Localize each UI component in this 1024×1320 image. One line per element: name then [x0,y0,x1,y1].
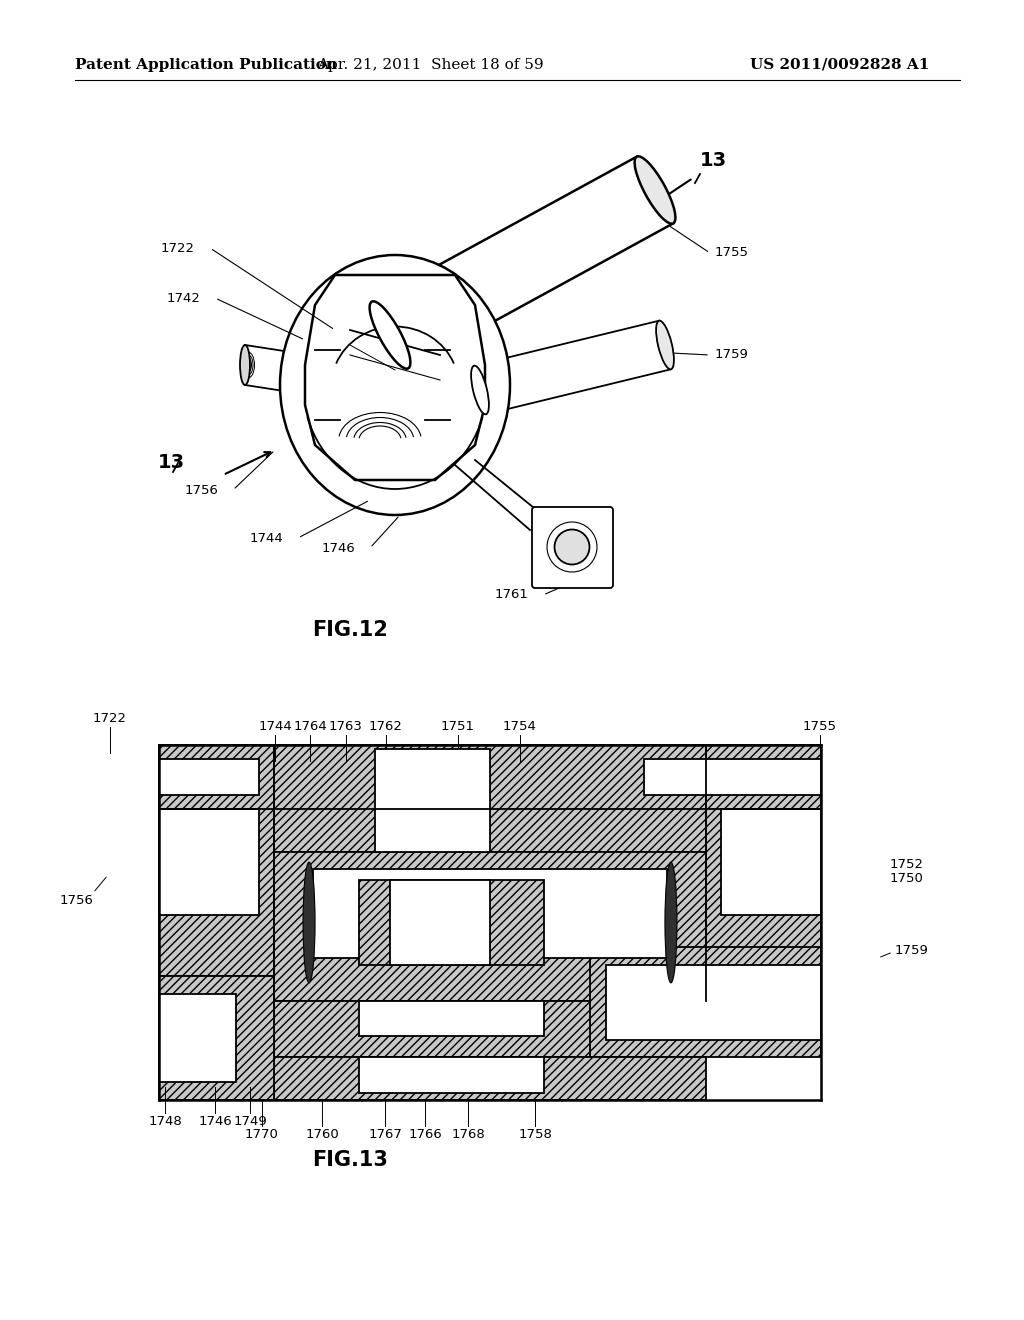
Text: 1744: 1744 [258,719,292,733]
Bar [359,880,544,965]
Text: 1768: 1768 [452,1129,485,1140]
Text: 1756: 1756 [184,483,218,496]
Text: 1759: 1759 [895,944,929,957]
Bar [159,975,274,1100]
Ellipse shape [303,862,315,983]
Bar [390,880,490,965]
Text: 1722: 1722 [161,242,195,255]
Text: 1754: 1754 [503,719,537,733]
Text: 1756: 1756 [59,894,93,907]
Ellipse shape [370,301,411,368]
Ellipse shape [635,156,676,223]
Text: FIG.13: FIG.13 [312,1150,388,1170]
Bar [159,994,236,1082]
Text: 1744: 1744 [249,532,283,544]
Bar [159,809,259,915]
Bar [159,744,821,809]
Text: FIG.12: FIG.12 [312,620,388,640]
Bar [706,744,821,975]
Bar [359,1001,544,1036]
Text: 1755: 1755 [803,719,837,733]
Text: 1759: 1759 [715,348,749,362]
Bar [159,744,274,975]
Ellipse shape [240,345,250,385]
Bar [274,1057,706,1100]
Text: 1746: 1746 [322,541,355,554]
Bar [375,748,490,851]
Text: 13: 13 [158,454,185,473]
Text: 1761: 1761 [495,589,528,602]
Bar [590,948,821,1057]
Bar [274,851,706,1001]
Text: 1746: 1746 [198,1115,231,1129]
Bar [644,759,821,795]
Text: 13: 13 [700,150,727,170]
Text: 1722: 1722 [93,711,127,725]
Text: 1755: 1755 [715,247,749,260]
Ellipse shape [280,255,510,515]
Ellipse shape [665,862,677,983]
Bar [159,759,259,795]
Text: 1770: 1770 [245,1129,279,1140]
FancyBboxPatch shape [532,507,613,587]
Text: 1758: 1758 [518,1129,552,1140]
Text: 1749: 1749 [233,1115,267,1129]
Text: Patent Application Publication: Patent Application Publication [75,58,337,73]
Text: 1762: 1762 [369,719,402,733]
Text: Apr. 21, 2011  Sheet 18 of 59: Apr. 21, 2011 Sheet 18 of 59 [316,58,544,73]
Text: 1751: 1751 [441,719,475,733]
Bar [313,870,667,958]
Bar [605,965,821,1040]
Text: 1742: 1742 [166,292,200,305]
Text: 1766: 1766 [409,1129,442,1140]
Text: US 2011/0092828 A1: US 2011/0092828 A1 [750,58,930,73]
Text: 1760: 1760 [305,1129,339,1140]
Ellipse shape [471,366,488,414]
Text: 1748: 1748 [148,1115,182,1129]
Ellipse shape [656,321,674,370]
Text: 1752: 1752 [890,858,924,871]
Ellipse shape [555,529,590,565]
Bar [274,744,706,851]
Text: 1764: 1764 [293,719,327,733]
Bar [274,1001,706,1057]
Text: 1767: 1767 [368,1129,402,1140]
Text: 1750: 1750 [890,871,924,884]
Text: 1763: 1763 [329,719,362,733]
Bar [359,1057,544,1093]
Bar [721,809,821,915]
